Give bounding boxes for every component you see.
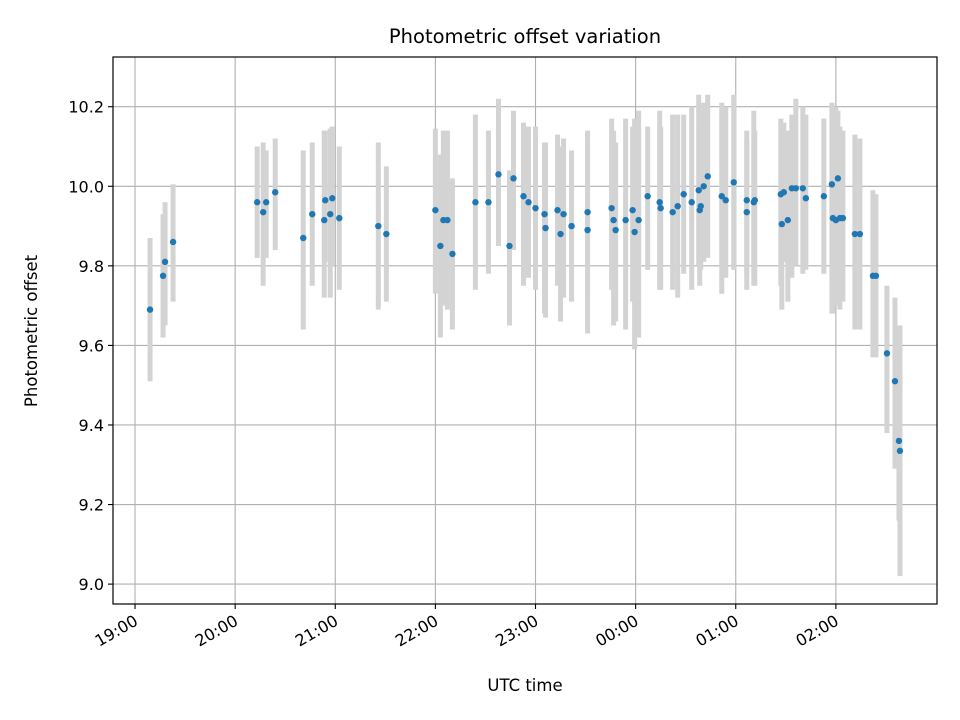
data-point [820, 193, 828, 200]
data-point [472, 199, 479, 206]
data-point [688, 199, 695, 206]
data-point [259, 208, 267, 216]
data-point [159, 272, 167, 279]
data-point [584, 226, 591, 234]
data-point [169, 238, 177, 246]
data-point [495, 171, 502, 178]
data-point [856, 230, 864, 238]
data-point [718, 193, 725, 200]
data-point [321, 216, 328, 224]
y-axis: 9.0 9.2 9.4 9.6 9.8 10.0 10.2 [68, 98, 113, 594]
data-point [437, 242, 444, 250]
data-point [669, 208, 676, 216]
data-point [680, 191, 687, 198]
data-point [751, 197, 758, 204]
data-point [895, 437, 903, 445]
x-axis-title: UTC time [487, 676, 562, 695]
data-point [839, 214, 847, 222]
y-axis-title: Photometric offset [22, 254, 41, 407]
data-point [271, 189, 279, 196]
data-point [778, 220, 786, 228]
y-tick-label: 9.6 [79, 336, 104, 355]
data-point [656, 199, 663, 206]
y-tick-label: 9.4 [79, 416, 104, 435]
data-point [608, 204, 615, 212]
data-point [743, 208, 750, 216]
data-point [336, 214, 343, 222]
data-point [432, 206, 439, 214]
y-tick-label: 9.0 [79, 575, 104, 594]
plot-frame [112, 56, 938, 605]
data-point [253, 199, 261, 206]
data-points [146, 171, 904, 455]
data-point [322, 197, 329, 204]
data-point [327, 210, 334, 218]
chart-title: Photometric offset variation [389, 25, 661, 48]
data-point [309, 210, 316, 218]
data-point [631, 228, 638, 236]
data-point [520, 193, 527, 200]
data-point [541, 210, 548, 218]
data-point [695, 187, 702, 194]
data-point [704, 173, 711, 180]
data-point [525, 199, 532, 206]
data-point [872, 272, 880, 279]
data-point [700, 183, 707, 190]
data-point [644, 193, 651, 200]
data-point [584, 208, 591, 216]
data-point [674, 202, 681, 210]
data-point [780, 189, 788, 196]
y-tick-label: 10.2 [68, 98, 104, 117]
data-point [612, 226, 619, 234]
data-point [542, 224, 549, 232]
data-point [622, 216, 629, 224]
data-point [697, 202, 704, 210]
y-tick-label: 9.8 [79, 257, 104, 276]
data-point [828, 181, 836, 188]
data-point [891, 378, 899, 385]
data-point [896, 447, 904, 455]
data-point [554, 206, 561, 214]
data-point [449, 250, 456, 258]
data-point [444, 216, 451, 224]
data-point [383, 230, 390, 238]
data-point [568, 222, 575, 230]
data-point [161, 258, 169, 266]
data-point [834, 175, 842, 182]
data-point [510, 175, 517, 182]
y-tick-label: 9.2 [79, 496, 104, 515]
data-point [629, 206, 636, 214]
data-point [730, 179, 737, 186]
data-point [375, 222, 382, 230]
data-point [329, 195, 336, 202]
data-point [799, 185, 807, 192]
y-tick-label: 10.0 [68, 177, 104, 196]
data-point [532, 204, 539, 212]
data-point [635, 216, 642, 224]
data-point [485, 199, 492, 206]
data-point [722, 197, 729, 204]
data-point [300, 234, 307, 242]
data-point [262, 199, 270, 206]
data-point [146, 306, 154, 313]
data-point [506, 242, 513, 250]
data-point [792, 185, 800, 192]
data-point [557, 230, 564, 238]
data-point [743, 197, 750, 204]
data-point [657, 204, 664, 212]
data-point [610, 216, 617, 224]
data-point [851, 230, 859, 238]
data-point [802, 195, 810, 202]
data-point [784, 216, 792, 224]
data-point [883, 350, 891, 357]
data-point [560, 210, 567, 218]
